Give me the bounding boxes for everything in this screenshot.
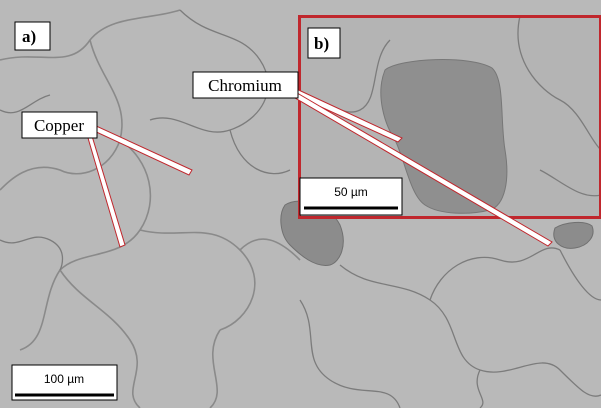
panel-label: a): [22, 27, 36, 46]
annotation-label: Copper: [34, 116, 84, 135]
scale-bar-label: 100 µm: [44, 372, 84, 386]
panel-label: b): [314, 34, 329, 53]
scale-bar-label: 50 µm: [334, 185, 368, 199]
micrograph: b) 50 µm a) Chromium Copper 100 µm: [0, 0, 601, 408]
annotation-label: Chromium: [208, 76, 282, 95]
